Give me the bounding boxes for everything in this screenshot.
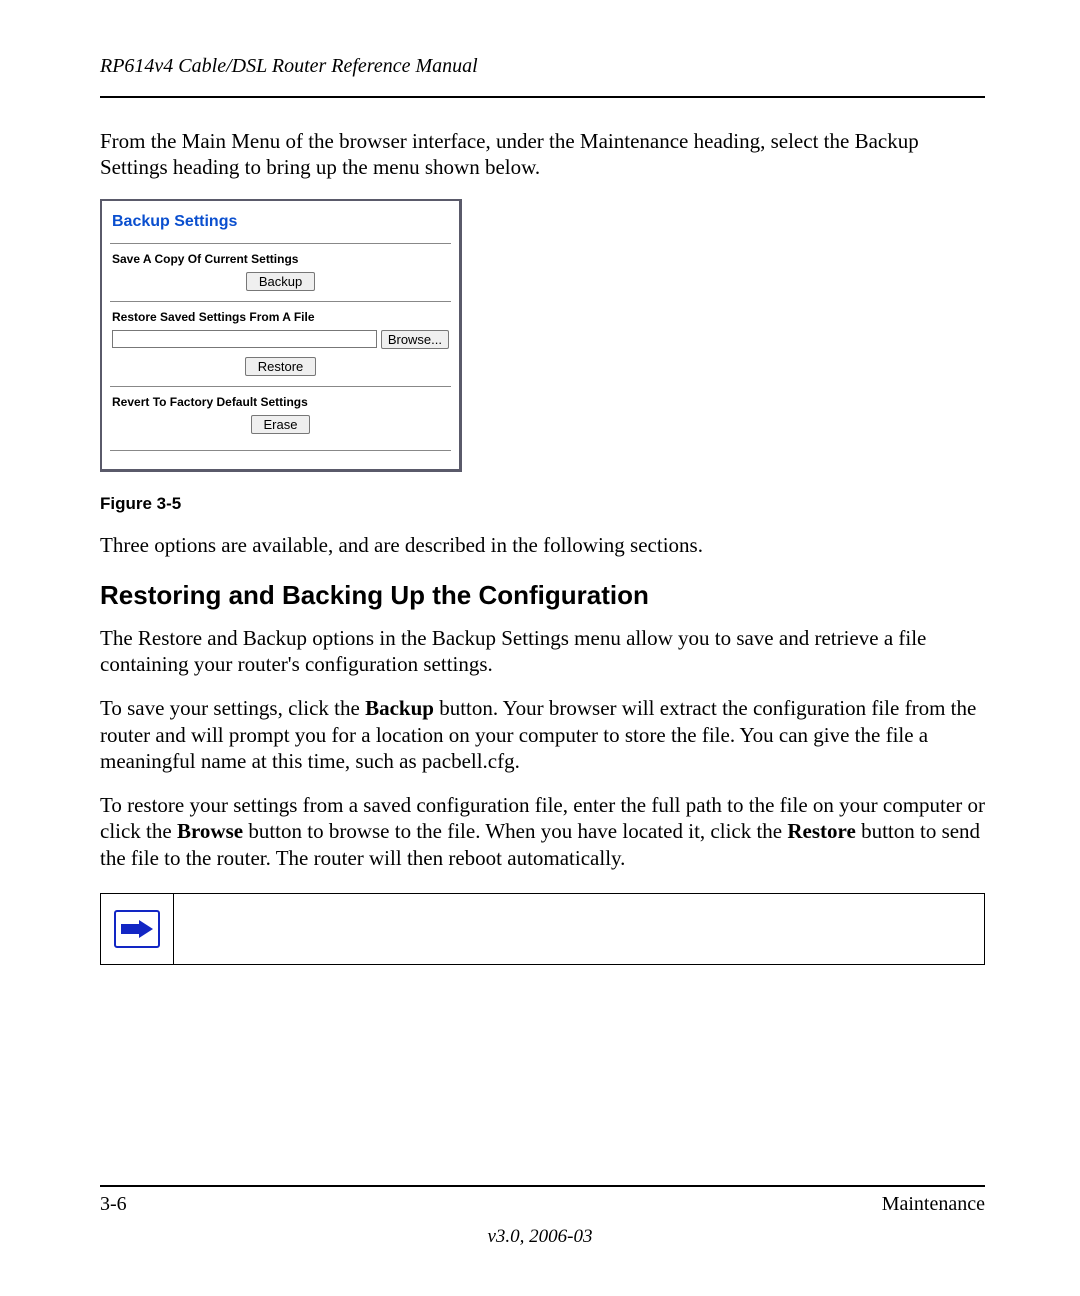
section-heading-restoring: Restoring and Backing Up the Configurati… [100, 580, 985, 611]
revert-factory-label: Revert To Factory Default Settings [112, 395, 449, 409]
footer-section: Maintenance [882, 1193, 985, 1216]
bold-restore: Restore [787, 819, 855, 843]
save-copy-label: Save A Copy Of Current Settings [112, 252, 449, 266]
bold-browse: Browse [177, 819, 243, 843]
figure-3-5: Backup Settings Save A Copy Of Current S… [100, 199, 985, 472]
arrow-right-icon [114, 910, 160, 948]
browse-button[interactable]: Browse... [381, 330, 449, 349]
revert-factory-section: Revert To Factory Default Settings Erase [110, 386, 451, 444]
text-fragment: To save your settings, click the [100, 696, 365, 720]
page-footer: 3-6 Maintenance [100, 1185, 985, 1216]
restore-backup-paragraph-1: The Restore and Backup options in the Ba… [100, 625, 985, 678]
restore-file-label: Restore Saved Settings From A File [112, 310, 449, 324]
intro-paragraph: From the Main Menu of the browser interf… [100, 128, 985, 181]
erase-button[interactable]: Erase [251, 415, 311, 434]
figure-caption: Figure 3-5 [100, 494, 985, 514]
note-text-cell [173, 894, 984, 964]
save-copy-section: Save A Copy Of Current Settings Backup [110, 243, 451, 301]
note-icon-cell [101, 894, 173, 964]
bold-backup: Backup [365, 696, 434, 720]
restore-button[interactable]: Restore [245, 357, 317, 376]
note-box [100, 893, 985, 965]
backup-settings-screenshot: Backup Settings Save A Copy Of Current S… [100, 199, 462, 472]
page-number: 3-6 [100, 1193, 127, 1216]
running-header: RP614v4 Cable/DSL Router Reference Manua… [100, 55, 985, 98]
screenshot-bottom-divider [110, 450, 451, 451]
version-line: v3.0, 2006-03 [0, 1226, 1080, 1248]
backup-button[interactable]: Backup [246, 272, 315, 291]
screenshot-title: Backup Settings [110, 207, 451, 243]
file-path-input[interactable] [112, 330, 377, 348]
restore-backup-paragraph-3: To restore your settings from a saved co… [100, 792, 985, 871]
restore-file-section: Restore Saved Settings From A File Brows… [110, 301, 451, 386]
restore-backup-paragraph-2: To save your settings, click the Backup … [100, 695, 985, 774]
text-fragment: button to browse to the file. When you h… [243, 819, 787, 843]
options-intro-paragraph: Three options are available, and are des… [100, 532, 985, 558]
